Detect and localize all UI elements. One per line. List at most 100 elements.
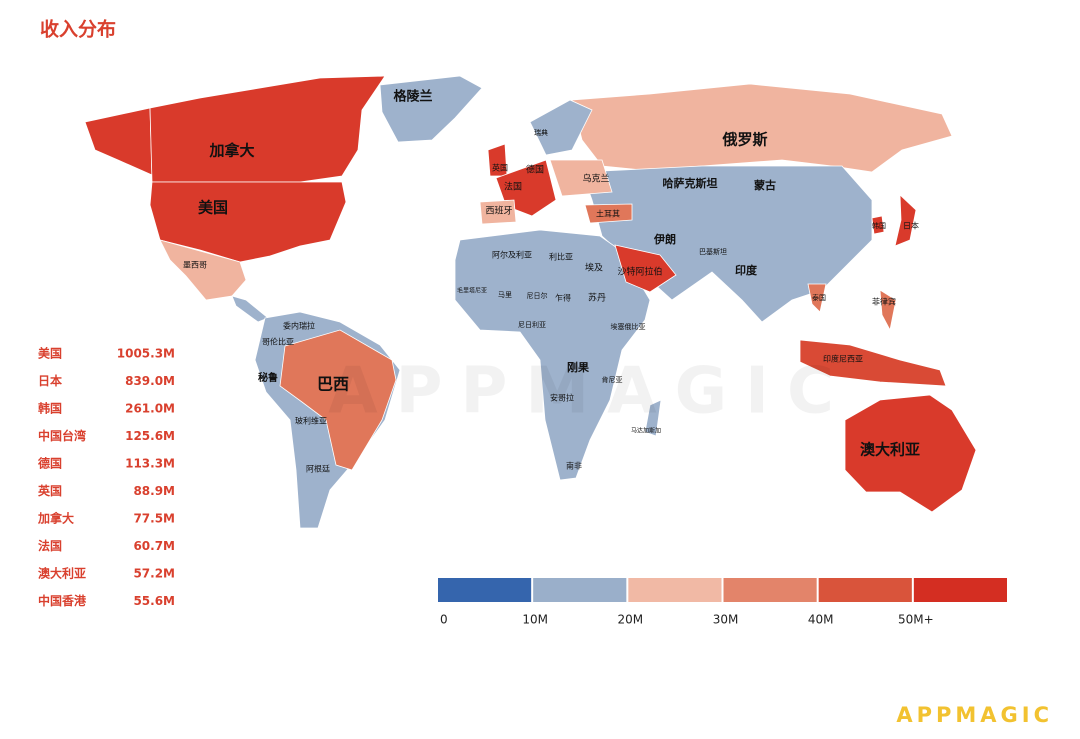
country-label: 西班牙	[485, 205, 512, 217]
legend-swatch	[533, 578, 627, 602]
japan	[894, 194, 917, 247]
country-label: 加拿大	[208, 142, 254, 160]
ranking-list: 美国 1005.3M 日本 839.0M 韩国 261.0M 中国台湾 125.6M 德国 113…	[37, 346, 175, 609]
country-label: 肯尼亚	[602, 375, 623, 384]
country-label: 埃及	[585, 262, 603, 274]
usa	[149, 181, 347, 263]
ranking-name: 韩国	[38, 401, 62, 416]
country-label: 利比亚	[549, 252, 573, 262]
country-label: 秘鲁	[258, 371, 278, 384]
country-label: 苏丹	[588, 292, 606, 304]
ranking-name: 英国	[38, 483, 62, 498]
alaska	[84, 107, 153, 176]
ranking-name: 加拿大	[37, 511, 74, 526]
country-label: 巴西	[317, 375, 349, 394]
country-label: 埃塞俄比亚	[611, 322, 646, 331]
ranking-value: 125.6M	[125, 429, 175, 443]
canada	[149, 75, 386, 183]
country-label: 委内瑞拉	[283, 321, 315, 331]
country-label: 印度尼西亚	[823, 354, 863, 364]
country-label: 尼日利亚	[518, 320, 546, 329]
country-label: 德国	[526, 164, 544, 176]
mexico	[159, 239, 247, 301]
country-label: 俄罗斯	[721, 131, 767, 149]
ranking-value: 60.7M	[133, 539, 175, 553]
ranking-name: 日本	[38, 373, 62, 388]
country-label: 马里	[498, 291, 512, 299]
legend-swatch	[913, 578, 1007, 602]
ranking-value: 77.5M	[133, 512, 175, 526]
ranking-value: 261.0M	[125, 402, 175, 416]
country-label: 韩国	[872, 221, 886, 230]
saudi-arabia	[614, 244, 677, 293]
ranking-value: 57.2M	[133, 567, 175, 581]
country-label: 尼日尔	[527, 291, 548, 300]
country-label: 蒙古	[754, 178, 776, 192]
country-label: 哥伦比亚	[262, 337, 294, 347]
legend-swatch	[723, 578, 817, 602]
country-label: 阿根廷	[306, 464, 330, 474]
country-label: 泰国	[812, 293, 826, 302]
brazil	[279, 329, 397, 471]
legend-label: 10M	[522, 613, 548, 627]
country-label: 土耳其	[596, 209, 620, 219]
legend-swatch	[818, 578, 912, 602]
madagascar	[644, 399, 662, 437]
ranking-value: 55.6M	[133, 594, 175, 608]
country-label: 法国	[504, 181, 522, 193]
philippines	[879, 289, 897, 332]
country-label: 美国	[198, 199, 228, 217]
country-label: 阿尔及利亚	[492, 250, 532, 260]
country-label: 玻利维亚	[295, 416, 327, 426]
legend: 0 10M 20M 30M 40M 50M+	[438, 578, 1007, 627]
title: 收入分布	[40, 18, 116, 41]
korea	[871, 215, 885, 235]
ranking-name: 澳大利亚	[38, 566, 86, 581]
logo: APPMAGIC	[896, 703, 1053, 727]
legend-label: 30M	[713, 613, 739, 627]
ranking-value: 113.3M	[125, 457, 175, 471]
ranking-name: 德国	[38, 456, 62, 471]
ranking-value: 1005.3M	[117, 347, 175, 361]
country-label: 沙特阿拉伯	[617, 266, 662, 278]
country-label: 南非	[566, 461, 582, 471]
legend-label: 0	[440, 613, 448, 627]
country-label: 安哥拉	[550, 393, 574, 403]
country-label: 日本	[903, 221, 919, 231]
country-label: 格陵兰	[393, 89, 432, 105]
greenland	[379, 75, 483, 143]
country-label: 伊朗	[653, 232, 676, 246]
legend-label: 20M	[618, 613, 644, 627]
legend-swatch	[628, 578, 722, 602]
eastern-europe	[549, 159, 613, 197]
ranking-name: 中国台湾	[38, 428, 86, 443]
australia	[844, 394, 977, 513]
country-label: 墨西哥	[183, 261, 207, 270]
legend-swatch	[438, 578, 532, 602]
ranking-value: 839.0M	[125, 374, 175, 388]
ranking-name: 美国	[38, 346, 62, 361]
ranking-name: 中国香港	[38, 593, 87, 608]
country-label: 马达加斯加	[631, 427, 661, 435]
legend-label: 50M+	[898, 613, 934, 627]
country-label: 菲律宾	[872, 297, 896, 307]
country-label: 乌克兰	[582, 173, 609, 185]
country-label: 瑞典	[534, 128, 548, 137]
scandinavia	[529, 99, 593, 156]
country-label: 哈萨克斯坦	[663, 176, 718, 190]
country-label: 巴基斯坦	[699, 247, 727, 256]
country-label: 英国	[492, 163, 508, 173]
legend-label: 40M	[808, 613, 834, 627]
indonesia	[799, 339, 947, 387]
russia	[571, 83, 953, 173]
central-america	[231, 295, 269, 323]
ranking-value: 88.9M	[133, 484, 175, 498]
country-label: 毛里塔尼亚	[457, 287, 487, 295]
country-label: 印度	[735, 263, 758, 277]
country-label: 刚果	[567, 360, 589, 374]
country-label: 澳大利亚	[860, 441, 920, 459]
watermark: APPMAGIC	[328, 355, 852, 429]
